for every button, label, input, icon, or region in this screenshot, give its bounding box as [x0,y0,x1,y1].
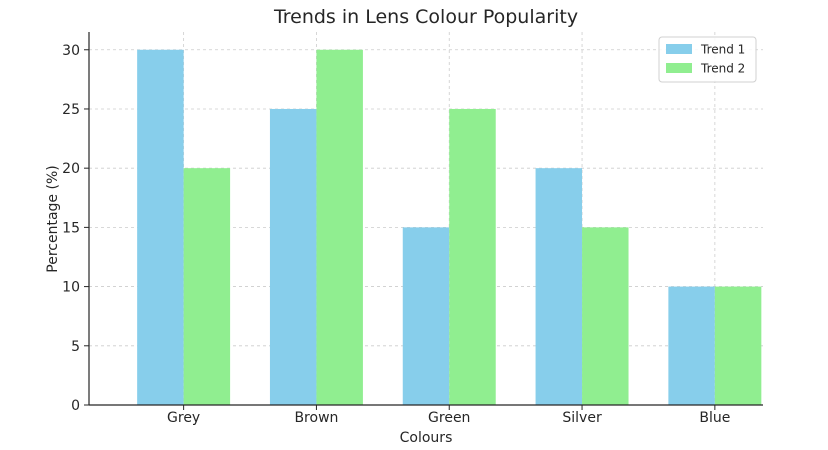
y-tick-label: 30 [62,43,80,59]
legend-label: Trend 1 [700,43,745,57]
y-tick-label: 0 [71,398,80,414]
legend-label: Trend 2 [700,62,745,76]
legend: Trend 1 Trend 2 [658,36,757,83]
x-axis-label: Colours [400,430,453,446]
y-tick-label: 10 [62,280,80,296]
x-tick-label: Grey [167,410,200,426]
y-tick-label: 25 [62,102,80,118]
axes-layer: 0 5 10 15 20 25 30 Grey Brown Green Silver Blue [62,32,763,426]
bar-trend-1-silver [535,168,583,405]
x-tick-label: Green [428,410,470,426]
chart-title: Trends in Lens Colour Popularity [273,6,578,28]
bars-layer [137,49,762,406]
y-tick-label: 5 [71,339,80,355]
bar-trend-2-grey [183,168,231,405]
legend-swatch [666,63,692,73]
x-tick-label: Brown [294,410,338,426]
bar-trend-2-blue [714,286,762,405]
bar-trend-1-grey [137,49,184,406]
y-tick-label: 15 [62,220,80,236]
x-tick-label: Blue [699,410,730,426]
bar-trend-2-green [449,108,496,405]
bar-trend-1-blue [668,286,715,405]
legend-swatch [666,44,692,54]
y-axis-label: Percentage (%) [45,165,61,272]
bar-trend-2-silver [582,227,629,405]
x-tick-label: Silver [562,410,602,426]
bar-trend-1-green [402,227,450,405]
bar-trend-1-brown [269,108,317,405]
bar-trend-2-brown [316,49,363,406]
y-tick-label: 20 [62,161,80,177]
